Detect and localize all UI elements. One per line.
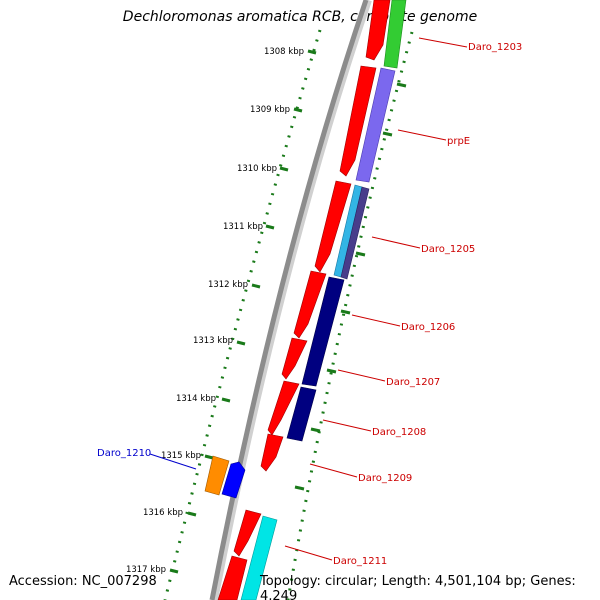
cds-feature [314, 180, 352, 273]
gene-feature-green [383, 0, 407, 69]
ruler-label: 1311 kbp [223, 222, 263, 232]
gene-feature-navy-2 [286, 386, 317, 442]
ruler-ticks [169, 49, 317, 574]
gene-label-prpe[interactable]: prpE [447, 136, 470, 147]
feature-track [240, 0, 407, 600]
gene-label-daro-1205[interactable]: Daro_1205 [421, 244, 475, 255]
ruler-label: 1315 kbp [161, 451, 201, 461]
gene-feature-slate [340, 186, 370, 280]
gene-label-daro-1211[interactable]: Daro_1211 [333, 556, 387, 567]
cds-feature [267, 380, 300, 436]
backbone-shadow [210, 0, 372, 600]
cds-feature [217, 555, 248, 600]
ruler-label: 1309 kbp [250, 105, 290, 115]
cds-track [217, 0, 391, 600]
label-leaders [149, 37, 468, 561]
ruler-label: 1308 kbp [264, 47, 304, 57]
cds-feature [293, 270, 327, 339]
gene-feature-cyan [240, 515, 278, 600]
gene-label-daro-1203[interactable]: Daro_1203 [468, 42, 522, 53]
topology-text: Topology: circular; Length: 4,501,104 bp… [260, 574, 576, 600]
gene-feature-blue [221, 461, 246, 499]
gene-label-daro-1206[interactable]: Daro_1206 [401, 322, 455, 333]
cds-feature [281, 337, 308, 380]
outer-ticks [294, 82, 407, 491]
cds-feature [233, 509, 262, 557]
gene-label-daro-1208[interactable]: Daro_1208 [372, 427, 426, 438]
map-title: Dechloromonas aromatica RCB, complete ge… [122, 9, 478, 25]
gene-label-daro-1210[interactable]: Daro_1210 [97, 448, 151, 459]
cds-feature [365, 0, 391, 61]
cds-feature [260, 433, 284, 472]
gene-labels: Daro_1203 prpE Daro_1205 Daro_1206 Daro_… [97, 42, 522, 567]
gene-label-daro-1209[interactable]: Daro_1209 [358, 473, 412, 484]
daro-1210-features [204, 455, 246, 499]
gene-feature-purple [355, 67, 396, 183]
gene-feature-orange [204, 455, 230, 496]
ruler-label: 1310 kbp [237, 164, 277, 174]
ruler-label: 1312 kbp [208, 280, 248, 290]
ruler-label: 1317 kbp [126, 565, 166, 575]
ruler-label: 1316 kbp [143, 508, 183, 518]
gene-feature-navy [301, 276, 345, 387]
ruler-labels: 1308 kbp 1309 kbp 1310 kbp 1311 kbp 1312… [126, 47, 304, 575]
cds-feature [339, 65, 377, 177]
accession-text: Accession: NC_007298 [9, 574, 157, 589]
backbone [209, 0, 369, 600]
ruler-label: 1314 kbp [176, 394, 216, 404]
ruler-label: 1313 kbp [193, 336, 233, 346]
gene-label-daro-1207[interactable]: Daro_1207 [386, 377, 440, 388]
